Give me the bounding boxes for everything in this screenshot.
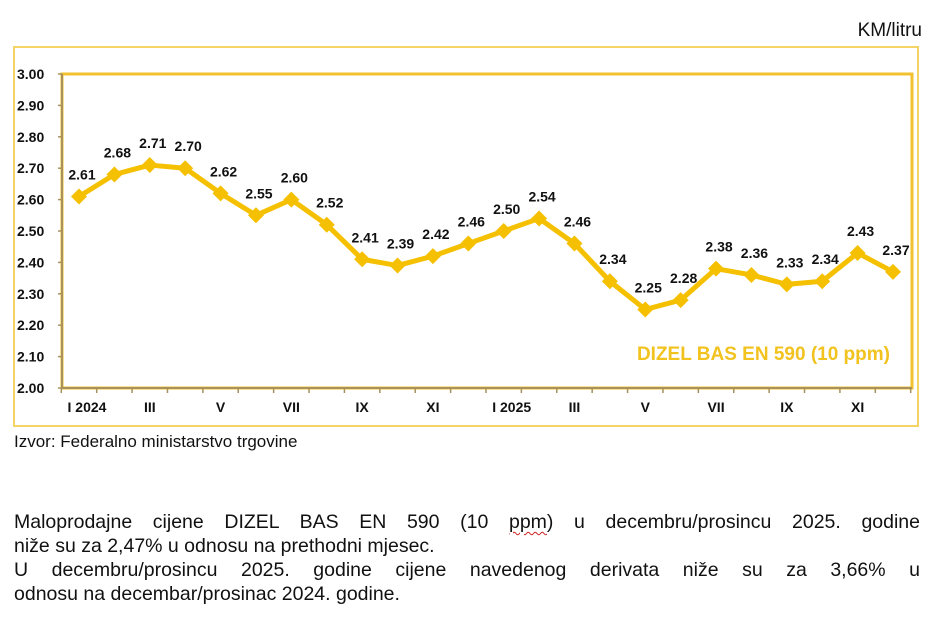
x-tick-label: III	[144, 399, 156, 415]
x-tick-label: III	[569, 399, 581, 415]
x-tick-label: VII	[283, 399, 300, 415]
data-point-marker	[354, 251, 371, 268]
text-segment: Maloprodajne cijene DIZEL BAS EN 590 (10	[14, 511, 509, 533]
description-paragraph: Maloprodajne cijene DIZEL BAS EN 590 (10…	[14, 510, 920, 606]
y-tick-label: 2.80	[17, 129, 44, 145]
y-tick-label: 2.50	[17, 223, 44, 239]
data-label: 2.28	[670, 270, 697, 286]
data-point-marker	[743, 266, 760, 283]
x-tick-label: XI	[851, 399, 864, 415]
data-label: 2.50	[493, 201, 520, 217]
data-label: 2.68	[104, 144, 131, 160]
data-point-marker	[212, 185, 229, 202]
data-point-marker	[247, 207, 264, 224]
data-label: 2.46	[564, 214, 591, 230]
series-label: DIZEL BAS EN 590 (10 ppm)	[637, 344, 890, 365]
data-point-marker	[106, 166, 123, 183]
paragraph-line-2: niže su za 2,47% u odnosu na prethodni m…	[14, 535, 435, 557]
plot-area-border	[60, 72, 914, 390]
data-label: 2.33	[776, 254, 803, 270]
x-tick-label: XI	[426, 399, 439, 415]
data-point-marker	[71, 188, 87, 205]
data-label: 2.36	[741, 245, 768, 261]
data-label: 2.41	[352, 229, 379, 245]
data-label: 2.46	[458, 214, 485, 230]
data-point-marker	[601, 273, 618, 290]
x-tick-label: I 2025	[492, 399, 531, 415]
data-label: 2.61	[68, 166, 95, 182]
y-tick-label: 2.30	[17, 286, 44, 302]
unit-label: KM/litru	[857, 20, 922, 41]
data-labels: 2.61 2.68 2.71 2.70 2.62 2.55 2.60 2.52 2.41 2.39…	[68, 135, 909, 295]
spellcheck-word: ppm	[508, 511, 547, 533]
data-label: 2.62	[210, 163, 237, 179]
data-label: 2.25	[635, 280, 662, 296]
paragraph-line-3: U decembru/prosincu 2025. godine cijene …	[14, 559, 920, 581]
x-tick-label: V	[641, 399, 651, 415]
data-label: 2.37	[882, 242, 909, 258]
x-tick-label: I 2024	[68, 399, 107, 415]
y-tick-label: 2.60	[17, 192, 44, 208]
data-label: 2.55	[245, 185, 272, 201]
y-tick-label: 3.00	[17, 66, 44, 82]
data-point-marker	[460, 235, 477, 252]
x-ticks: I 2024 III V VII IX XI I 2025 III V VII IX XI	[60, 388, 912, 415]
data-label: 2.39	[387, 236, 414, 252]
data-point-marker	[531, 210, 548, 227]
data-point-marker	[708, 260, 725, 277]
data-label: 2.52	[316, 195, 343, 211]
data-point-marker	[141, 157, 158, 174]
data-label: 2.34	[599, 251, 626, 267]
data-point-marker	[885, 263, 901, 280]
data-label: 2.42	[422, 226, 449, 242]
data-label: 2.34	[812, 251, 839, 267]
x-tick-label: IX	[780, 399, 794, 415]
y-ticks: 2.00 2.10 2.20 2.30 2.40 2.50 2.60 2.70 2.80 2.90…	[17, 66, 62, 396]
y-tick-label: 2.70	[17, 160, 44, 176]
y-tick-label: 2.10	[17, 349, 44, 365]
x-tick-label: IX	[356, 399, 370, 415]
data-point-marker	[814, 273, 831, 290]
data-point-marker	[566, 235, 583, 252]
source-note: Izvor: Federalno ministarstvo trgovine	[14, 432, 298, 451]
chart-frame	[13, 46, 919, 427]
paragraph-line-1: Maloprodajne cijene DIZEL BAS EN 590 (10…	[14, 510, 920, 534]
x-tick-label: V	[216, 399, 226, 415]
line-chart: 2.00 2.10 2.20 2.30 2.40 2.50 2.60 2.70 2.80 2.90…	[17, 66, 914, 415]
y-tick-label: 2.00	[17, 380, 44, 396]
y-tick-label: 2.20	[17, 317, 44, 333]
y-tick-label: 2.90	[17, 97, 44, 113]
data-point-marker	[318, 216, 335, 233]
data-point-marker	[672, 292, 689, 309]
paragraph-line-4: odnosu na decembar/prosinac 2024. godine…	[14, 583, 400, 605]
data-label: 2.43	[847, 223, 874, 239]
text-segment: ) u decembru/prosincu 2025. godine	[546, 511, 920, 533]
data-point-marker	[389, 257, 406, 274]
data-label: 2.60	[281, 170, 308, 186]
y-tick-label: 2.40	[17, 254, 44, 270]
series-line	[77, 162, 895, 312]
series-markers	[71, 157, 901, 318]
data-point-marker	[778, 276, 795, 293]
data-point-marker	[637, 301, 654, 318]
data-label: 2.38	[705, 239, 732, 255]
data-label: 2.71	[139, 135, 166, 151]
x-tick-label: VII	[707, 399, 724, 415]
data-point-marker	[177, 160, 194, 177]
data-label: 2.54	[528, 188, 555, 204]
data-label: 2.70	[175, 138, 202, 154]
data-point-marker	[849, 244, 866, 261]
data-point-marker	[283, 191, 300, 208]
data-point-marker	[495, 223, 512, 239]
data-point-marker	[424, 248, 441, 265]
